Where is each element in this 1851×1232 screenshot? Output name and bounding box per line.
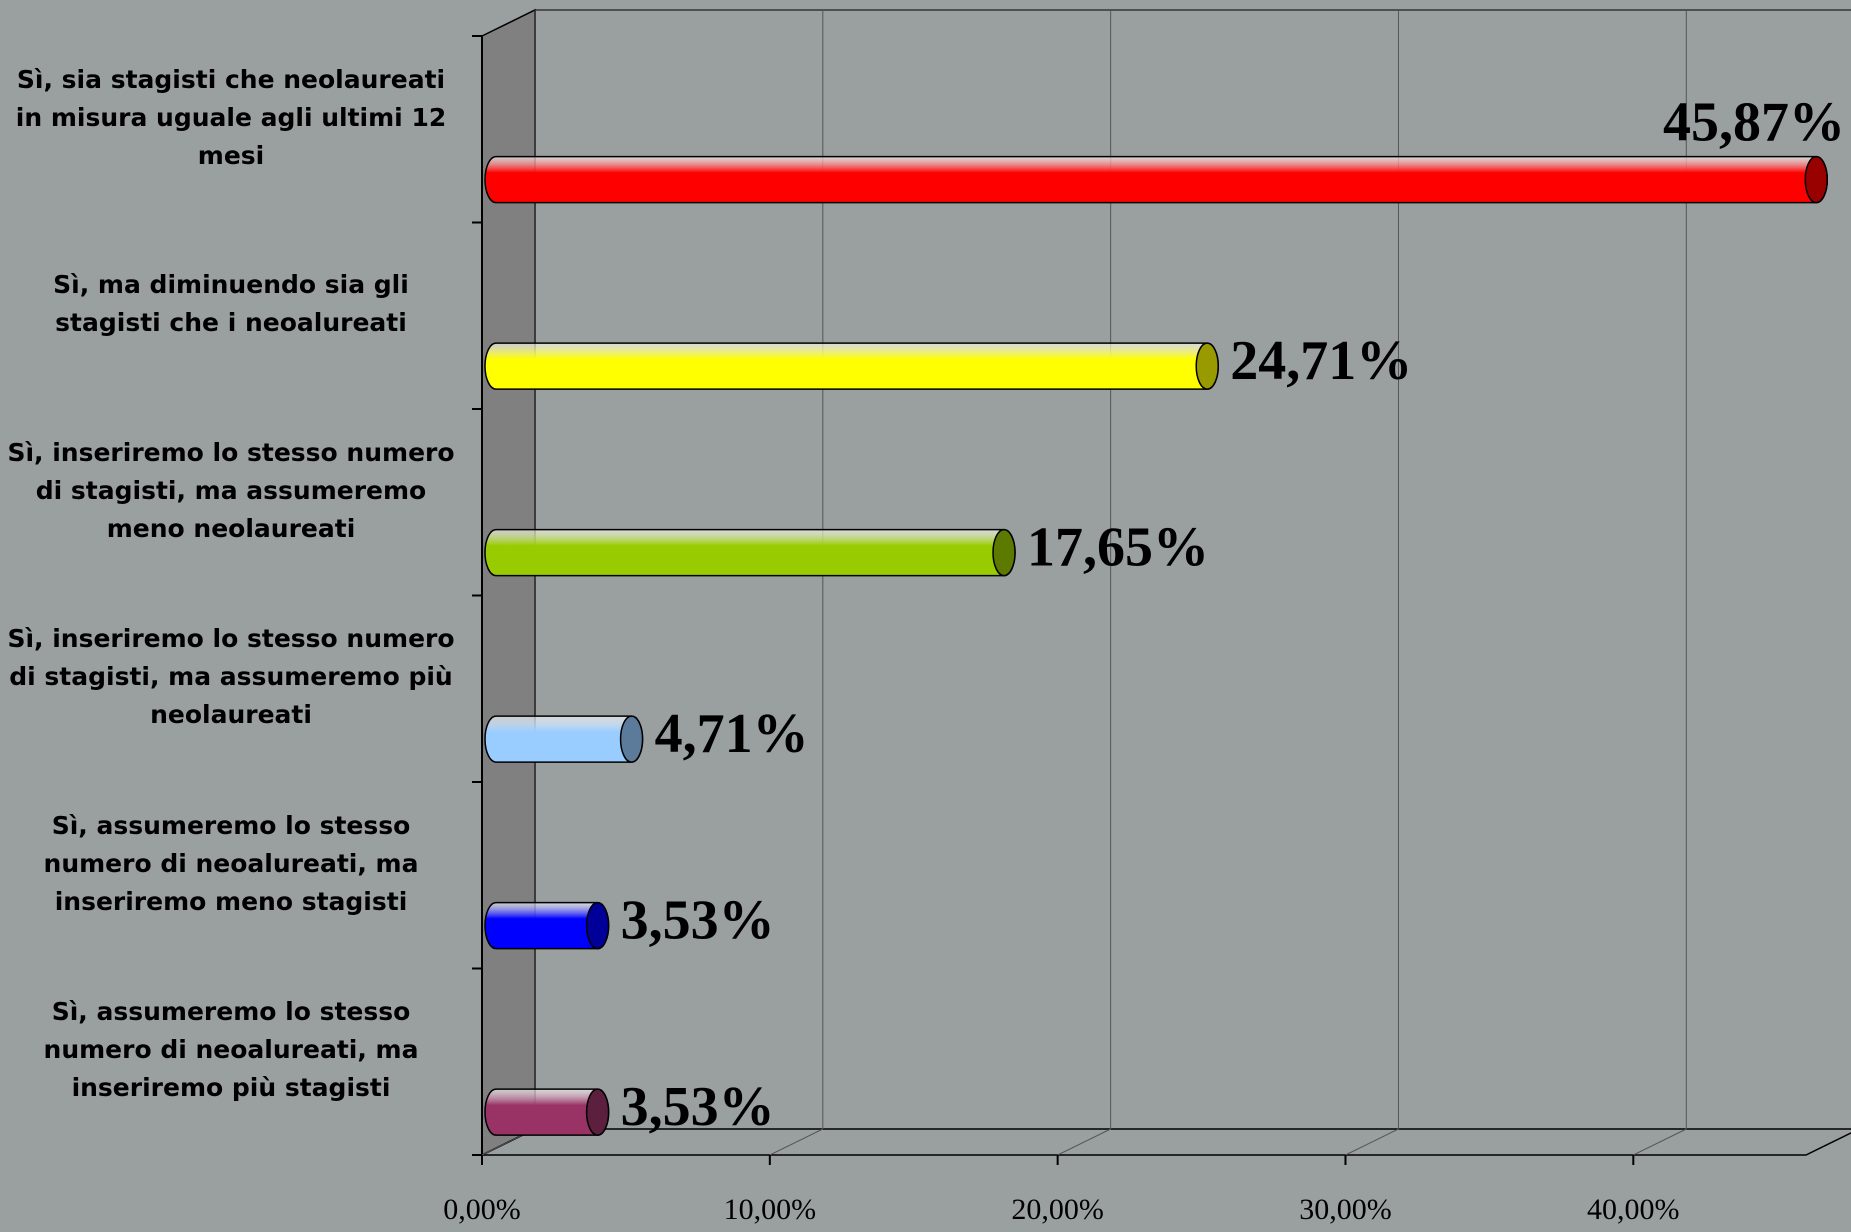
value-label: 3,53% bbox=[621, 1076, 775, 1138]
category-label: Sì, assumeremo lo stesso numero di neoal… bbox=[6, 993, 456, 1107]
bar-cap bbox=[587, 903, 609, 949]
floor-line bbox=[1345, 1129, 1398, 1155]
value-label: 3,53% bbox=[621, 889, 775, 951]
category-label: Sì, assumeremo lo stesso numero di neoal… bbox=[6, 807, 456, 921]
x-tick-label: 30,00% bbox=[1299, 1193, 1392, 1226]
bar-cap bbox=[621, 716, 643, 762]
category-label: Sì, inseriremo lo stesso numero di stagi… bbox=[6, 620, 456, 734]
value-label: 45,87% bbox=[1663, 91, 1845, 153]
bar-cap bbox=[993, 530, 1015, 576]
floor-line bbox=[1058, 1129, 1111, 1155]
bar-cap bbox=[1805, 157, 1827, 203]
x-tick-label: 0,00% bbox=[443, 1193, 521, 1226]
category-label: Sì, sia stagisti che neolaureati in misu… bbox=[6, 61, 456, 175]
x-tick-label: 40,00% bbox=[1587, 1193, 1680, 1226]
bar bbox=[485, 716, 643, 762]
bar-cap bbox=[587, 1089, 609, 1135]
x-tick-label: 10,00% bbox=[724, 1193, 817, 1226]
bar bbox=[485, 530, 1015, 576]
bar bbox=[485, 157, 1827, 203]
value-label: 4,71% bbox=[655, 703, 809, 765]
chart: 0,00% 10,00% 20,00% 30,00% 40,00% 45,87% 24,71… bbox=[0, 0, 1851, 1232]
floor-line bbox=[770, 1129, 823, 1155]
x-tick-label: 20,00% bbox=[1011, 1193, 1104, 1226]
category-label: Sì, inseriremo lo stesso numero di stagi… bbox=[6, 434, 456, 548]
bar bbox=[485, 343, 1218, 389]
floor-line bbox=[1633, 1129, 1686, 1155]
value-label: 17,65% bbox=[1027, 516, 1209, 578]
value-label: 24,71% bbox=[1230, 330, 1412, 392]
bar-cap bbox=[1196, 343, 1218, 389]
category-label: Sì, ma diminuendo sia gli stagisti che i… bbox=[6, 266, 456, 342]
